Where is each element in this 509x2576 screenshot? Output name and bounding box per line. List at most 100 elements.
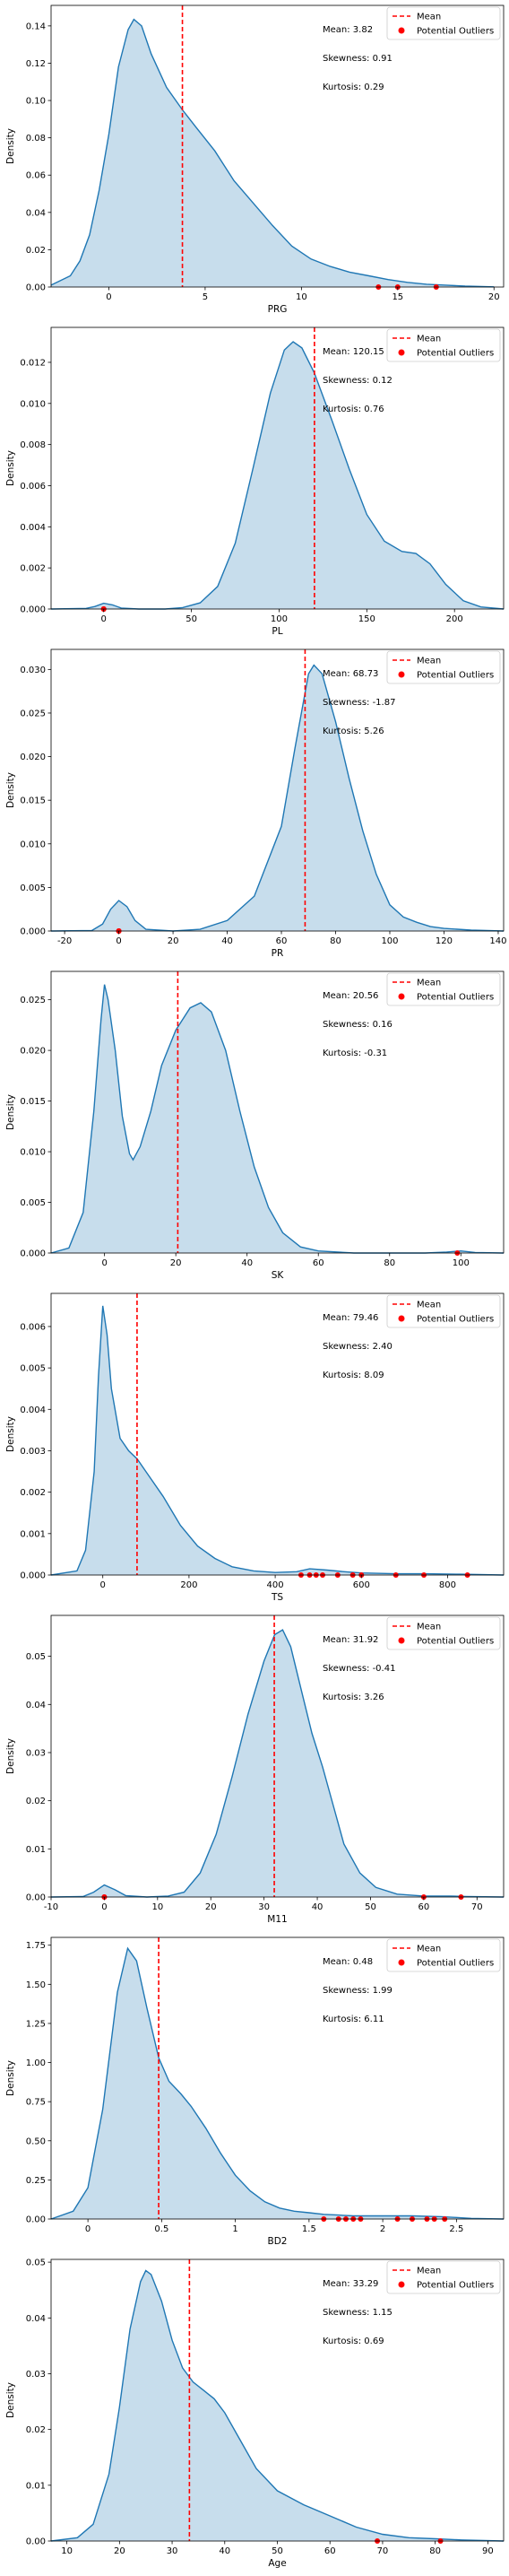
kurtosis-stat-text: Kurtosis: 0.76 bbox=[323, 405, 384, 414]
legend-outlier-label: Potential Outliers bbox=[417, 2281, 494, 2291]
legend-outlier-label: Potential Outliers bbox=[417, 1315, 494, 1325]
x-tick-label: 60 bbox=[324, 2546, 336, 2556]
skewness-stat-text: Skewness: -1.87 bbox=[323, 698, 395, 708]
y-tick-label: 0.10 bbox=[26, 97, 46, 107]
x-tick-label: 0 bbox=[101, 614, 107, 624]
legend-outlier-swatch bbox=[398, 993, 405, 1000]
x-axis-label: M11 bbox=[267, 1914, 287, 1925]
y-tick-label: 1.00 bbox=[26, 2058, 46, 2068]
legend-box bbox=[386, 1938, 501, 1972]
density-area bbox=[51, 342, 504, 609]
y-tick-label: 0.010 bbox=[20, 840, 46, 849]
x-tick-label: 100 bbox=[453, 1258, 470, 1268]
legend: Mean Potential Outliers bbox=[386, 1294, 501, 1328]
chart-panel-ts: 0 200 400 600 800 0.000 0.001 0.002 0.003 0.004 0.… bbox=[5, 1292, 505, 1603]
y-tick-label: 0.00 bbox=[26, 2215, 46, 2225]
y-tick-label: 0.03 bbox=[26, 1748, 46, 1758]
skewness-stat-text: Skewness: 0.16 bbox=[323, 1020, 393, 1030]
mean-stat-text: Mean: 33.29 bbox=[323, 2279, 378, 2289]
legend: Mean Potential Outliers bbox=[386, 1616, 501, 1650]
y-tick-label: 0.000 bbox=[20, 1571, 46, 1581]
legend: Mean Potential Outliers bbox=[386, 972, 501, 1006]
chart-panel-pr: -20 0 20 40 60 80 100 120 140 0.000 0.005 0.010 0.01… bbox=[5, 648, 506, 959]
x-tick-label: 5 bbox=[203, 292, 208, 302]
legend: Mean Potential Outliers bbox=[386, 1938, 501, 1972]
y-tick-label: 0.006 bbox=[20, 482, 46, 492]
legend-box bbox=[386, 972, 501, 1006]
legend-box bbox=[386, 650, 501, 684]
x-tick-label: 800 bbox=[439, 1580, 456, 1590]
x-tick-label: 20 bbox=[168, 936, 179, 946]
x-tick-label: 1 bbox=[232, 2224, 237, 2234]
x-tick-label: 2.5 bbox=[449, 2224, 463, 2234]
x-tick-label: 40 bbox=[241, 1258, 253, 1268]
kurtosis-stat-text: Kurtosis: 6.11 bbox=[323, 2015, 384, 2024]
chart-panel-pl: 0 50 100 150 200 0.000 0.002 0.004 0.006 0.008 0.0… bbox=[5, 326, 505, 637]
density-area bbox=[51, 2270, 504, 2541]
y-tick-label: 0.08 bbox=[26, 134, 46, 144]
legend-mean-label: Mean bbox=[417, 2267, 441, 2276]
y-tick-label: 0.025 bbox=[20, 709, 46, 718]
x-tick-label: 30 bbox=[258, 1902, 270, 1912]
x-tick-label: 200 bbox=[446, 614, 463, 624]
mean-stat-text: Mean: 79.46 bbox=[323, 1313, 378, 1323]
x-tick-label: 0 bbox=[106, 292, 111, 302]
y-tick-label: 0.012 bbox=[20, 358, 46, 368]
density-curve bbox=[50, 2269, 505, 2542]
x-axis-label: SK bbox=[272, 1270, 285, 1281]
y-tick-label: 0.06 bbox=[26, 171, 46, 181]
x-tick-label: 30 bbox=[167, 2546, 178, 2556]
x-tick-label: 20 bbox=[170, 1258, 182, 1268]
x-tick-label: 70 bbox=[377, 2546, 389, 2556]
y-axis-label: Density bbox=[5, 2382, 16, 2418]
kurtosis-stat-text: Kurtosis: 0.29 bbox=[323, 83, 384, 92]
y-tick-label: 0.010 bbox=[20, 1148, 46, 1158]
kurtosis-stat-text: Kurtosis: -0.31 bbox=[323, 1049, 387, 1058]
x-axis-label: PRG bbox=[268, 304, 288, 315]
x-tick-label: 15 bbox=[392, 292, 403, 302]
x-axis-label: PR bbox=[272, 948, 284, 959]
y-tick-label: 0.12 bbox=[26, 59, 46, 69]
y-tick-label: 0.02 bbox=[26, 2425, 46, 2435]
x-tick-label: 50 bbox=[365, 1902, 376, 1912]
y-tick-label: 0.01 bbox=[26, 2481, 46, 2491]
legend-outlier-label: Potential Outliers bbox=[417, 993, 494, 1003]
y-tick-label: 0.000 bbox=[20, 605, 46, 615]
y-tick-label: 0.25 bbox=[26, 2176, 46, 2186]
x-tick-label: 0 bbox=[116, 936, 121, 946]
x-tick-label: 60 bbox=[276, 936, 288, 946]
x-tick-label: 100 bbox=[381, 936, 398, 946]
chart-panel-bd2: 0 0.5 1 1.5 2 2.5 0.00 0.25 0.50 0.75 1.00 1.25 1.50… bbox=[5, 1936, 505, 2247]
legend-outlier-swatch bbox=[398, 671, 405, 678]
x-tick-label: 40 bbox=[221, 936, 233, 946]
y-tick-label: 0.04 bbox=[26, 208, 46, 218]
mean-stat-text: Mean: 3.82 bbox=[323, 25, 373, 35]
x-tick-label: 100 bbox=[271, 614, 288, 624]
density-curve bbox=[50, 18, 495, 288]
y-tick-label: 1.75 bbox=[26, 1941, 46, 1951]
y-tick-label: 0.002 bbox=[20, 564, 46, 574]
legend-box bbox=[386, 2260, 501, 2294]
y-tick-label: 0.008 bbox=[20, 440, 46, 450]
x-tick-label: 140 bbox=[489, 936, 506, 946]
x-tick-label: 600 bbox=[353, 1580, 370, 1590]
y-tick-label: 0.002 bbox=[20, 1488, 46, 1498]
x-tick-label: 80 bbox=[330, 936, 341, 946]
axes-frame bbox=[50, 648, 505, 932]
x-tick-label: 70 bbox=[471, 1902, 483, 1912]
axes-frame bbox=[50, 1292, 505, 1576]
skewness-stat-text: Skewness: 1.15 bbox=[323, 2308, 393, 2318]
legend-box bbox=[386, 1294, 501, 1328]
density-area bbox=[51, 665, 504, 931]
y-tick-label: 0.005 bbox=[20, 1364, 46, 1374]
y-tick-label: 0.025 bbox=[20, 996, 46, 1005]
legend-outlier-label: Potential Outliers bbox=[417, 27, 494, 37]
legend-outlier-label: Potential Outliers bbox=[417, 1959, 494, 1969]
y-axis-label: Density bbox=[5, 1738, 16, 1774]
y-axis-label: Density bbox=[5, 450, 16, 486]
y-tick-label: 0.020 bbox=[20, 1047, 46, 1057]
y-tick-label: 0.006 bbox=[20, 1322, 46, 1332]
chart-panel-prg: 0 5 10 15 20 0.00 0.02 0.04 0.06 0.08 0.10 0.12 0.14… bbox=[5, 4, 505, 315]
x-tick-label: -10 bbox=[44, 1902, 58, 1912]
